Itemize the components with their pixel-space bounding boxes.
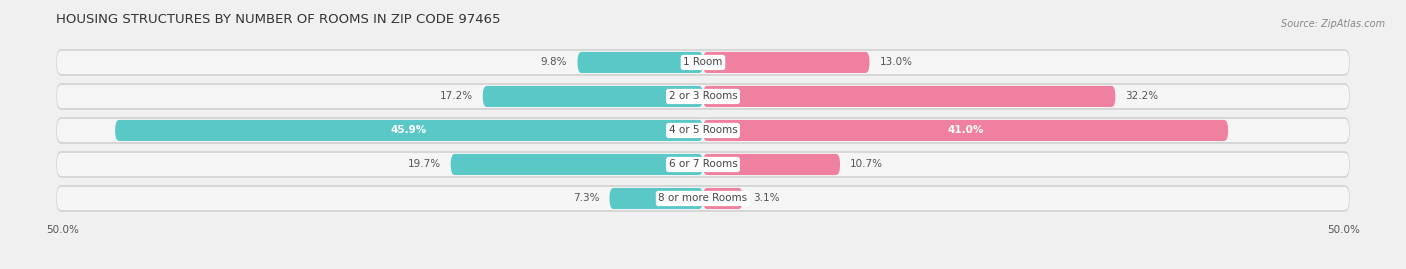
FancyBboxPatch shape bbox=[703, 120, 1227, 141]
Text: 19.7%: 19.7% bbox=[408, 160, 440, 169]
Text: HOUSING STRUCTURES BY NUMBER OF ROOMS IN ZIP CODE 97465: HOUSING STRUCTURES BY NUMBER OF ROOMS IN… bbox=[56, 13, 501, 26]
FancyBboxPatch shape bbox=[482, 86, 703, 107]
Text: 9.8%: 9.8% bbox=[541, 58, 567, 68]
FancyBboxPatch shape bbox=[56, 85, 1350, 108]
Text: 6 or 7 Rooms: 6 or 7 Rooms bbox=[669, 160, 737, 169]
Text: 8 or more Rooms: 8 or more Rooms bbox=[658, 193, 748, 203]
Text: 17.2%: 17.2% bbox=[439, 91, 472, 101]
FancyBboxPatch shape bbox=[703, 188, 742, 209]
FancyBboxPatch shape bbox=[56, 83, 1350, 110]
FancyBboxPatch shape bbox=[703, 52, 869, 73]
Text: 7.3%: 7.3% bbox=[572, 193, 599, 203]
FancyBboxPatch shape bbox=[56, 187, 1350, 210]
Text: 1 Room: 1 Room bbox=[683, 58, 723, 68]
FancyBboxPatch shape bbox=[56, 117, 1350, 144]
Text: 32.2%: 32.2% bbox=[1126, 91, 1159, 101]
Text: 10.7%: 10.7% bbox=[851, 160, 883, 169]
Text: 4 or 5 Rooms: 4 or 5 Rooms bbox=[669, 125, 737, 136]
FancyBboxPatch shape bbox=[56, 153, 1350, 176]
Text: 13.0%: 13.0% bbox=[880, 58, 912, 68]
Text: 3.1%: 3.1% bbox=[754, 193, 779, 203]
FancyBboxPatch shape bbox=[56, 185, 1350, 212]
Text: 45.9%: 45.9% bbox=[391, 125, 427, 136]
FancyBboxPatch shape bbox=[703, 86, 1115, 107]
FancyBboxPatch shape bbox=[578, 52, 703, 73]
FancyBboxPatch shape bbox=[115, 120, 703, 141]
Text: 41.0%: 41.0% bbox=[948, 125, 984, 136]
FancyBboxPatch shape bbox=[610, 188, 703, 209]
FancyBboxPatch shape bbox=[56, 119, 1350, 142]
FancyBboxPatch shape bbox=[451, 154, 703, 175]
Text: 2 or 3 Rooms: 2 or 3 Rooms bbox=[669, 91, 737, 101]
FancyBboxPatch shape bbox=[56, 151, 1350, 178]
Text: Source: ZipAtlas.com: Source: ZipAtlas.com bbox=[1281, 19, 1385, 29]
FancyBboxPatch shape bbox=[56, 49, 1350, 76]
FancyBboxPatch shape bbox=[56, 51, 1350, 74]
FancyBboxPatch shape bbox=[703, 154, 839, 175]
